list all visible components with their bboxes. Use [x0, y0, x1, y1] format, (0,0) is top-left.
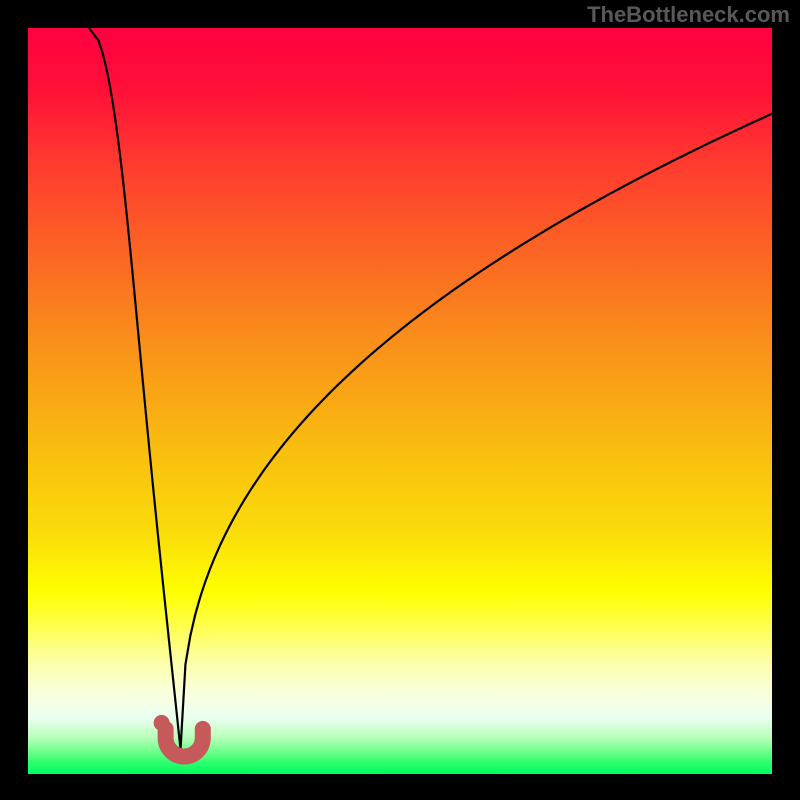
- minimum-marker-dot: [154, 715, 170, 731]
- chart-canvas: [0, 0, 800, 800]
- plot-background: [28, 28, 772, 774]
- bottleneck-chart: TheBottleneck.com: [0, 0, 800, 800]
- watermark-text: TheBottleneck.com: [587, 2, 790, 28]
